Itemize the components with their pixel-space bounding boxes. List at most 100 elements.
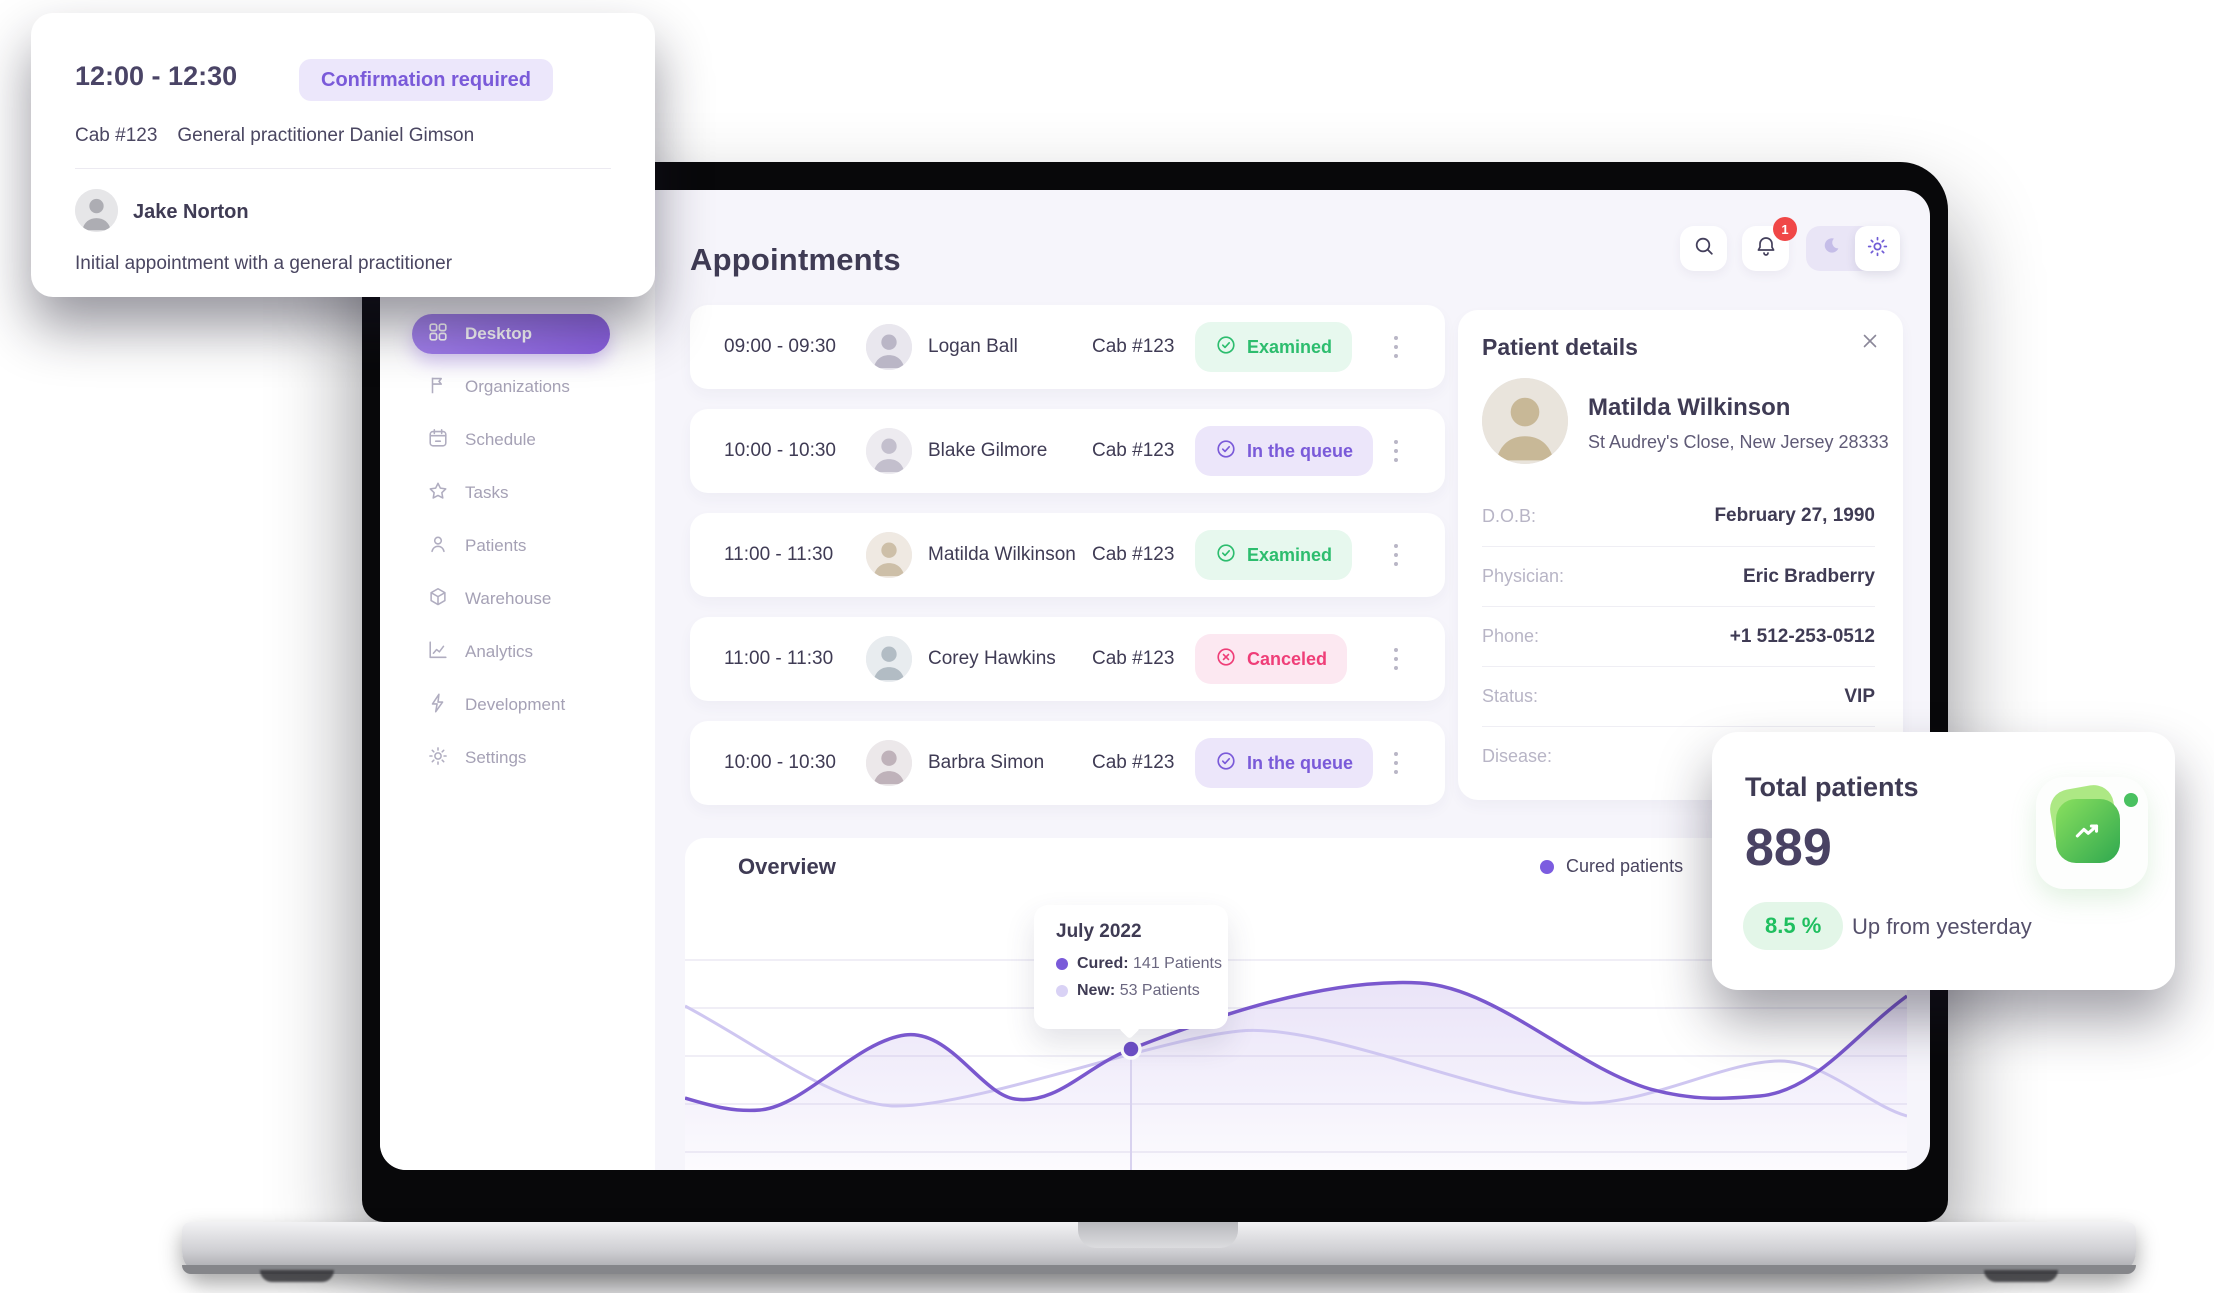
chart-tooltip: July 2022 Cured: 141 Patients New: 53 Pa… xyxy=(1034,905,1228,1029)
appointment-time-range: 12:00 - 12:30 xyxy=(75,61,238,91)
tooltip-month: July 2022 xyxy=(1056,921,1142,942)
delta-note: Up from yesterday xyxy=(1852,914,2032,939)
row-menu-button[interactable] xyxy=(1384,637,1408,681)
appointment-subtitle: Cab #123 General practitioner Daniel Gim… xyxy=(75,125,474,147)
status-badge: In the queue xyxy=(1195,738,1374,788)
laptop-notch xyxy=(1078,1222,1238,1248)
light-mode-button[interactable] xyxy=(1855,226,1900,271)
zap-icon xyxy=(427,692,449,719)
sidebar-item-organizations[interactable]: Organizations xyxy=(412,367,610,407)
close-icon xyxy=(1861,332,1879,355)
check-circle-icon xyxy=(1215,334,1237,361)
panel-title: Patient details xyxy=(1482,334,1638,360)
field-value: Eric Bradberry xyxy=(1742,565,1875,587)
avatar xyxy=(866,428,912,474)
sidebar-item-desktop[interactable]: Desktop xyxy=(412,314,610,354)
legend-dot-icon xyxy=(1540,859,1554,874)
app-screen: Desktop Organizations Schedule Tasks Pat… xyxy=(380,190,1930,1170)
close-button[interactable] xyxy=(1859,332,1881,354)
calendar-icon xyxy=(427,427,449,454)
field-row: D.O.B: February 27, 1990 xyxy=(1482,486,1875,546)
status-badge: Canceled xyxy=(1195,634,1348,684)
patients-trend-chart[interactable] xyxy=(684,938,1909,1170)
appointment-time: 10:00 - 10:30 xyxy=(724,752,836,773)
avatar xyxy=(75,189,118,232)
appointment-time: 09:00 - 09:30 xyxy=(724,336,836,357)
check-circle-icon xyxy=(1215,750,1237,777)
sidebar-item-development[interactable]: Development xyxy=(412,685,610,725)
appointment-time: 10:00 - 10:30 xyxy=(724,440,836,461)
delta-badge: 8.5 % xyxy=(1743,902,1844,950)
patient-name: Jake Norton xyxy=(133,201,249,223)
dark-mode-button[interactable] xyxy=(1806,235,1855,262)
status-badge: Examined xyxy=(1195,530,1353,580)
row-menu-button[interactable] xyxy=(1384,533,1408,577)
tooltip-new-value: 53 Patients xyxy=(1119,982,1200,999)
page-title: Appointments xyxy=(690,242,901,277)
sidebar-item-label: Schedule xyxy=(465,430,536,449)
patient-name: Corey Hawkins xyxy=(928,648,1056,669)
status-badge: In the queue xyxy=(1195,426,1374,476)
search-button[interactable] xyxy=(1680,226,1727,271)
star-icon xyxy=(427,480,449,507)
confirmation-badge: Confirmation required xyxy=(299,59,554,101)
appointment-row[interactable]: 10:00 - 10:30 Blake Gilmore Cab #123 In … xyxy=(690,409,1445,493)
avatar xyxy=(866,740,912,786)
laptop-base xyxy=(182,1222,2136,1282)
sidebar-item-label: Desktop xyxy=(465,324,533,343)
appointment-row[interactable]: 11:00 - 11:30 Matilda Wilkinson Cab #123… xyxy=(690,513,1445,597)
sidebar-item-label: Patients xyxy=(465,536,527,555)
flag-icon xyxy=(427,374,449,401)
patient-details-panel: Patient details Matilda Wilkinson St Aud… xyxy=(1458,310,1903,800)
row-menu-button[interactable] xyxy=(1384,741,1408,785)
avatar xyxy=(866,532,912,578)
overview-title: Overview xyxy=(738,854,836,879)
appointment-row[interactable]: 09:00 - 09:30 Logan Ball Cab #123 Examin… xyxy=(690,305,1445,389)
appointment-detail-card: 12:00 - 12:30 Confirmation required Cab … xyxy=(31,13,655,297)
sidebar-item-schedule[interactable]: Schedule xyxy=(412,420,610,460)
patient-address: St Audrey's Close, New Jersey 28333 xyxy=(1588,432,1889,452)
laptop-foot xyxy=(260,1270,334,1282)
field-row: Phone: +1 512-253-0512 xyxy=(1482,606,1875,666)
divider xyxy=(75,168,611,169)
sidebar-item-label: Settings xyxy=(465,748,527,767)
field-label: Status: xyxy=(1482,686,1539,706)
practitioner-name: General practitioner Daniel Gimson xyxy=(177,125,475,146)
status-label: Canceled xyxy=(1247,648,1328,669)
patient-name: Matilda Wilkinson xyxy=(1588,394,1791,421)
overview-card: Overview Cured patients July 2022 Cured:… xyxy=(684,838,1909,1170)
total-patients-value: 889 xyxy=(1745,819,1832,877)
field-row: Status: VIP xyxy=(1482,666,1875,726)
patient-name: Blake Gilmore xyxy=(928,440,1048,461)
tooltip-new-label: New: xyxy=(1077,982,1116,999)
sidebar-item-patients[interactable]: Patients xyxy=(412,526,610,566)
field-row: Physician: Eric Bradberry xyxy=(1482,546,1875,606)
sidebar-item-warehouse[interactable]: Warehouse xyxy=(412,579,610,619)
appointment-row[interactable]: 10:00 - 10:30 Barbra Simon Cab #123 In t… xyxy=(690,721,1445,805)
sidebar-item-settings[interactable]: Settings xyxy=(412,738,610,778)
appointment-row[interactable]: 11:00 - 11:30 Corey Hawkins Cab #123 Can… xyxy=(690,617,1445,701)
field-value: VIP xyxy=(1844,685,1875,707)
row-menu-button[interactable] xyxy=(1384,429,1408,473)
patient-name: Barbra Simon xyxy=(928,752,1045,773)
chart-icon xyxy=(427,639,449,666)
field-label: Physician: xyxy=(1482,566,1565,586)
tooltip-cured-row: Cured: 141 Patients xyxy=(1056,955,1228,973)
sidebar-item-tasks[interactable]: Tasks xyxy=(412,473,610,513)
field-label: D.O.B: xyxy=(1482,505,1537,526)
sidebar-item-analytics[interactable]: Analytics xyxy=(412,632,610,672)
sun-icon xyxy=(1866,235,1889,263)
appointment-time: 11:00 - 11:30 xyxy=(724,648,834,669)
gear-icon xyxy=(427,745,449,772)
field-value: February 27, 1990 xyxy=(1714,505,1875,526)
notifications-button[interactable]: 1 xyxy=(1742,217,1797,271)
total-patients-title: Total patients xyxy=(1745,772,1919,802)
moon-icon xyxy=(1820,235,1842,262)
sidebar-item-label: Warehouse xyxy=(465,589,552,608)
row-menu-button[interactable] xyxy=(1384,325,1408,369)
grid-icon xyxy=(427,321,449,348)
sidebar-item-label: Analytics xyxy=(465,642,534,661)
theme-toggle[interactable] xyxy=(1806,226,1900,271)
appointment-note: Initial appointment with a general pract… xyxy=(75,253,453,274)
status-badge: Examined xyxy=(1195,322,1353,372)
